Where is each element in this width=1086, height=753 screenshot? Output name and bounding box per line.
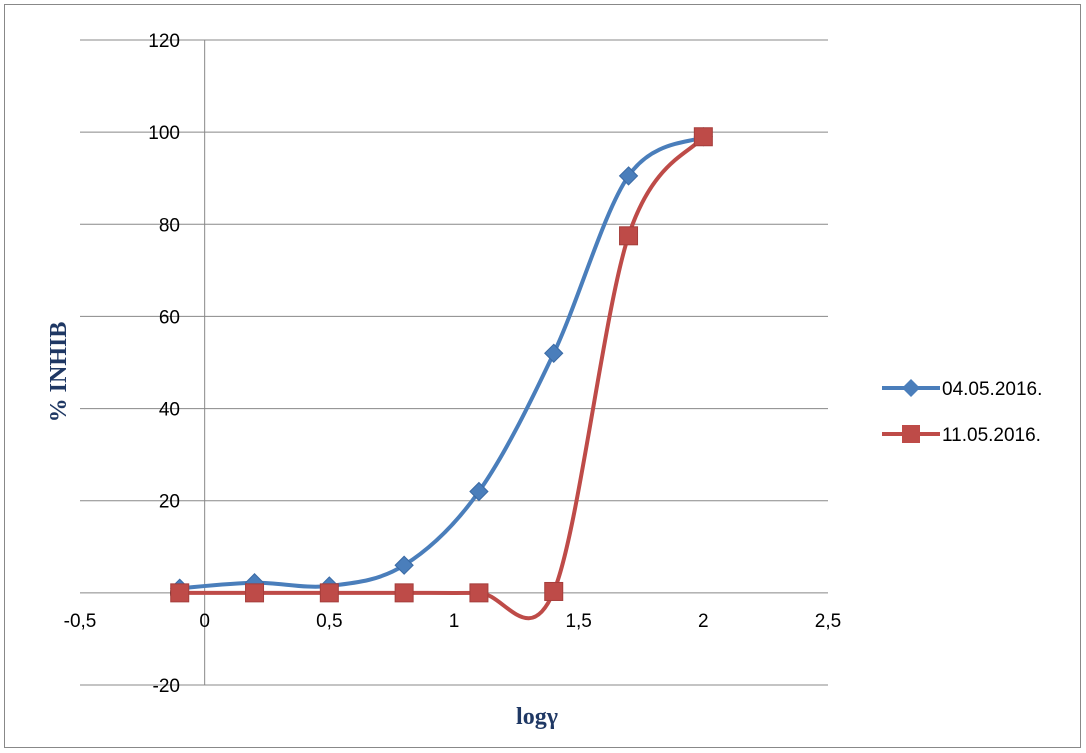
legend-label: 11.05.2016. <box>942 425 1041 446</box>
x-tick-label: 1 <box>449 611 460 632</box>
y-tick-label: 120 <box>148 31 180 52</box>
x-tick-label: 1,5 <box>565 611 591 632</box>
x-axis-label: logγ <box>516 704 558 730</box>
data-point <box>693 127 713 147</box>
legend-marker <box>902 379 920 397</box>
x-tick-label: 0,5 <box>316 611 342 632</box>
data-point <box>245 583 265 603</box>
data-point <box>618 166 639 186</box>
x-tick-label: 2 <box>698 611 709 632</box>
y-axis-label: % INHIB <box>46 322 72 423</box>
data-point <box>544 581 564 601</box>
x-tick-label: -0,5 <box>64 611 97 632</box>
series-lines <box>179 134 705 621</box>
data-point <box>469 481 489 502</box>
series-markers <box>170 127 714 603</box>
y-tick-label: 20 <box>159 492 180 513</box>
data-point <box>319 583 339 603</box>
series-line-0 <box>179 134 705 591</box>
series-line-1 <box>179 135 705 621</box>
x-tick-labels: -0,5 0 0,5 1 1,5 2 2,5 <box>64 611 842 632</box>
data-point <box>394 583 414 603</box>
x-tick-label: 2,5 <box>815 611 841 632</box>
legend: 04.05.2016. 11.05.2016. <box>882 379 1042 446</box>
x-tick-label: 0 <box>199 611 210 632</box>
y-tick-labels: -20020406080100120 <box>148 31 180 697</box>
data-point <box>469 583 489 603</box>
data-point <box>394 555 414 575</box>
y-tick-label: 60 <box>159 307 180 328</box>
data-point <box>544 343 564 363</box>
legend-marker <box>902 425 920 443</box>
y-tick-label: 100 <box>148 123 180 144</box>
y-tick-label: -20 <box>153 676 180 697</box>
y-tick-label: 40 <box>159 400 180 421</box>
legend-label: 04.05.2016. <box>942 379 1042 400</box>
y-tick-label: 80 <box>159 215 180 236</box>
data-point <box>619 226 639 246</box>
data-point <box>170 583 190 603</box>
